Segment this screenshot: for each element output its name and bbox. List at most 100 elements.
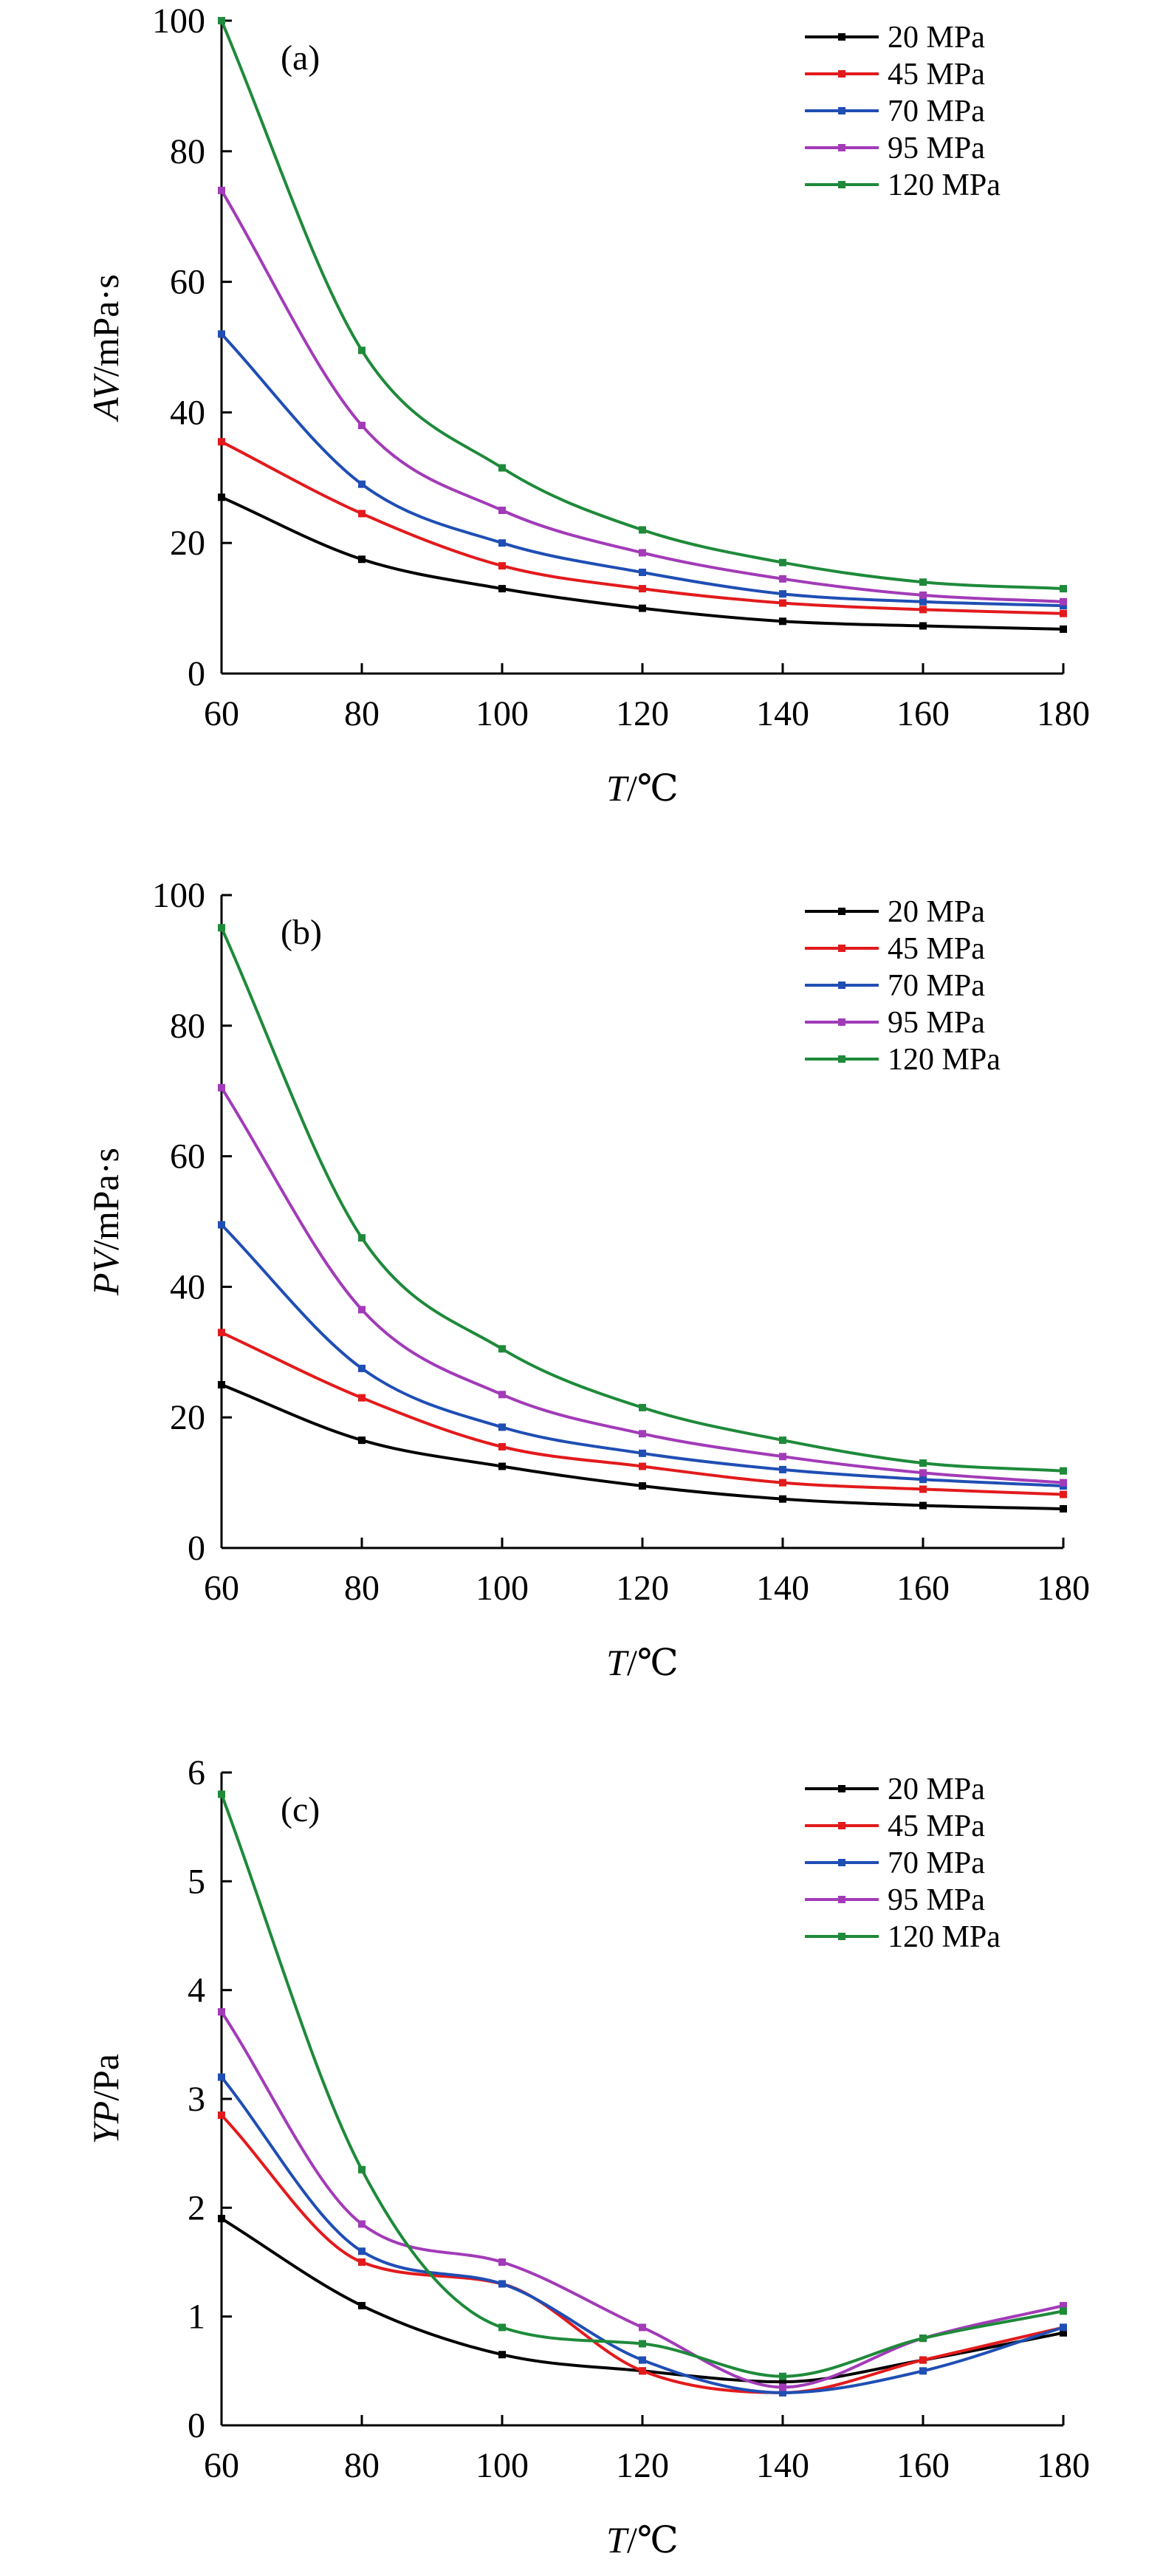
y-tick-label: 60 — [170, 263, 205, 302]
data-point-3-1 — [358, 422, 366, 430]
legend-label-3: 95 MPa — [888, 131, 985, 165]
y-tick-label: 40 — [170, 393, 205, 432]
y-tick-label: 60 — [170, 1137, 205, 1176]
data-point-2-4 — [779, 1465, 786, 1473]
data-point-2-4 — [779, 2388, 786, 2397]
legend-marker-1 — [838, 1822, 845, 1829]
data-point-1-5 — [919, 2356, 927, 2364]
data-point-1-4 — [779, 1479, 786, 1487]
y-axis-title: YP/Pa — [85, 2054, 126, 2144]
legend-marker-1 — [838, 945, 845, 952]
data-point-3-0 — [218, 186, 225, 194]
x-axis-title: T/℃ — [606, 767, 679, 809]
data-point-0-6 — [1060, 625, 1067, 633]
x-tick-label: 180 — [1037, 2446, 1090, 2485]
data-point-0-2 — [498, 2351, 506, 2359]
x-tick-label: 100 — [476, 1569, 529, 1608]
data-point-0-4 — [779, 2378, 786, 2386]
y-tick-label: 100 — [152, 1, 205, 41]
data-point-2-3 — [639, 1449, 646, 1457]
y-tick-label: 80 — [170, 132, 205, 171]
data-point-4-4 — [779, 558, 786, 566]
data-point-4-1 — [358, 346, 366, 354]
data-point-1-0 — [218, 1329, 225, 1337]
x-tick-label: 60 — [204, 1569, 239, 1608]
data-point-4-0 — [218, 924, 225, 932]
chart-panel-0: 0 20 40 60 80 100 60 80 100 120 140 160 180 T/℃ AV/mPa… — [85, 1, 1090, 809]
data-point-0-1 — [358, 2301, 366, 2309]
x-tick-label: 160 — [896, 694, 950, 733]
data-point-0-5 — [919, 622, 927, 630]
x-tick-label: 120 — [616, 2446, 669, 2485]
data-point-0-2 — [498, 1462, 506, 1470]
legend-marker-1 — [838, 70, 845, 78]
data-point-4-0 — [218, 17, 225, 24]
y-tick-label: 6 — [188, 1753, 205, 1792]
data-point-2-3 — [639, 568, 646, 576]
data-point-1-1 — [358, 2258, 366, 2266]
data-point-0-0 — [218, 1381, 225, 1388]
chart-panel-1: 0 20 40 60 80 100 60 80 100 120 140 160 180 T/℃ PV/mPa… — [85, 876, 1090, 1683]
series-line-2 — [220, 1224, 1064, 1487]
data-point-2-2 — [498, 539, 506, 547]
data-point-1-2 — [498, 562, 506, 570]
series-line-2 — [220, 332, 1064, 608]
data-point-3-3 — [639, 2323, 646, 2332]
data-point-2-5 — [919, 597, 927, 606]
y-tick-label: 20 — [170, 524, 205, 563]
data-point-4-6 — [1060, 2307, 1067, 2315]
legend-label-1: 45 MPa — [888, 1809, 985, 1843]
data-point-4-4 — [779, 2372, 786, 2380]
legend-label-0: 20 MPa — [888, 1772, 985, 1806]
data-point-2-2 — [498, 2280, 506, 2288]
data-point-4-2 — [498, 464, 506, 472]
legend-label-2: 70 MPa — [888, 969, 985, 1003]
y-tick-label: 20 — [170, 1398, 205, 1437]
data-point-1-3 — [639, 1462, 646, 1470]
data-point-1-5 — [919, 1485, 927, 1493]
data-point-0-4 — [779, 1495, 786, 1503]
y-axis-title: PV/mPa·s — [85, 1148, 126, 1296]
data-point-4-5 — [919, 578, 927, 586]
data-point-2-4 — [779, 590, 786, 598]
legend-marker-0 — [838, 33, 845, 41]
data-point-0-6 — [1060, 1504, 1067, 1513]
x-tick-label: 120 — [616, 1569, 669, 1608]
x-tick-label: 140 — [756, 2446, 809, 2485]
legend-marker-0 — [838, 908, 845, 915]
legend-label-3: 95 MPa — [888, 1006, 985, 1040]
data-point-2-1 — [358, 480, 366, 488]
data-point-3-0 — [218, 1083, 225, 1092]
data-point-3-6 — [1060, 2301, 1067, 2309]
data-point-4-5 — [919, 2334, 927, 2343]
data-point-3-3 — [639, 549, 646, 557]
data-point-1-2 — [498, 1442, 506, 1450]
x-tick-label: 160 — [896, 2446, 950, 2485]
y-tick-label: 80 — [170, 1007, 205, 1046]
data-point-2-0 — [218, 2073, 225, 2081]
data-point-2-5 — [919, 2367, 927, 2375]
legend-marker-3 — [838, 1018, 845, 1026]
data-point-4-3 — [639, 2340, 646, 2348]
legend-label-4: 120 MPa — [888, 1920, 1001, 1954]
y-tick-label: 4 — [188, 1971, 205, 2010]
series-line-4 — [220, 1793, 1064, 2378]
data-point-0-6 — [1060, 2329, 1067, 2337]
legend-marker-4 — [838, 1933, 845, 1940]
data-point-2-3 — [639, 2356, 646, 2364]
data-point-1-6 — [1060, 609, 1067, 617]
legend-label-2: 70 MPa — [888, 95, 985, 129]
data-point-3-6 — [1060, 597, 1067, 606]
x-tick-label: 80 — [344, 1569, 380, 1608]
series-line-4 — [220, 20, 1064, 591]
chart-panel-2: 0 1 2 3 4 5 6 60 80 100 120 140 160 180 T/℃ YP/Pa (c) 20 … — [85, 1753, 1090, 2560]
data-point-3-2 — [498, 2258, 506, 2266]
y-tick-label: 40 — [170, 1267, 205, 1306]
legend-label-1: 45 MPa — [888, 932, 985, 966]
data-point-0-5 — [919, 1501, 927, 1510]
x-tick-label: 160 — [896, 1569, 950, 1608]
legend-marker-4 — [838, 1055, 845, 1063]
x-axis-title: T/℃ — [606, 2519, 679, 2560]
x-tick-label: 140 — [756, 1569, 809, 1608]
data-point-0-2 — [498, 585, 506, 593]
